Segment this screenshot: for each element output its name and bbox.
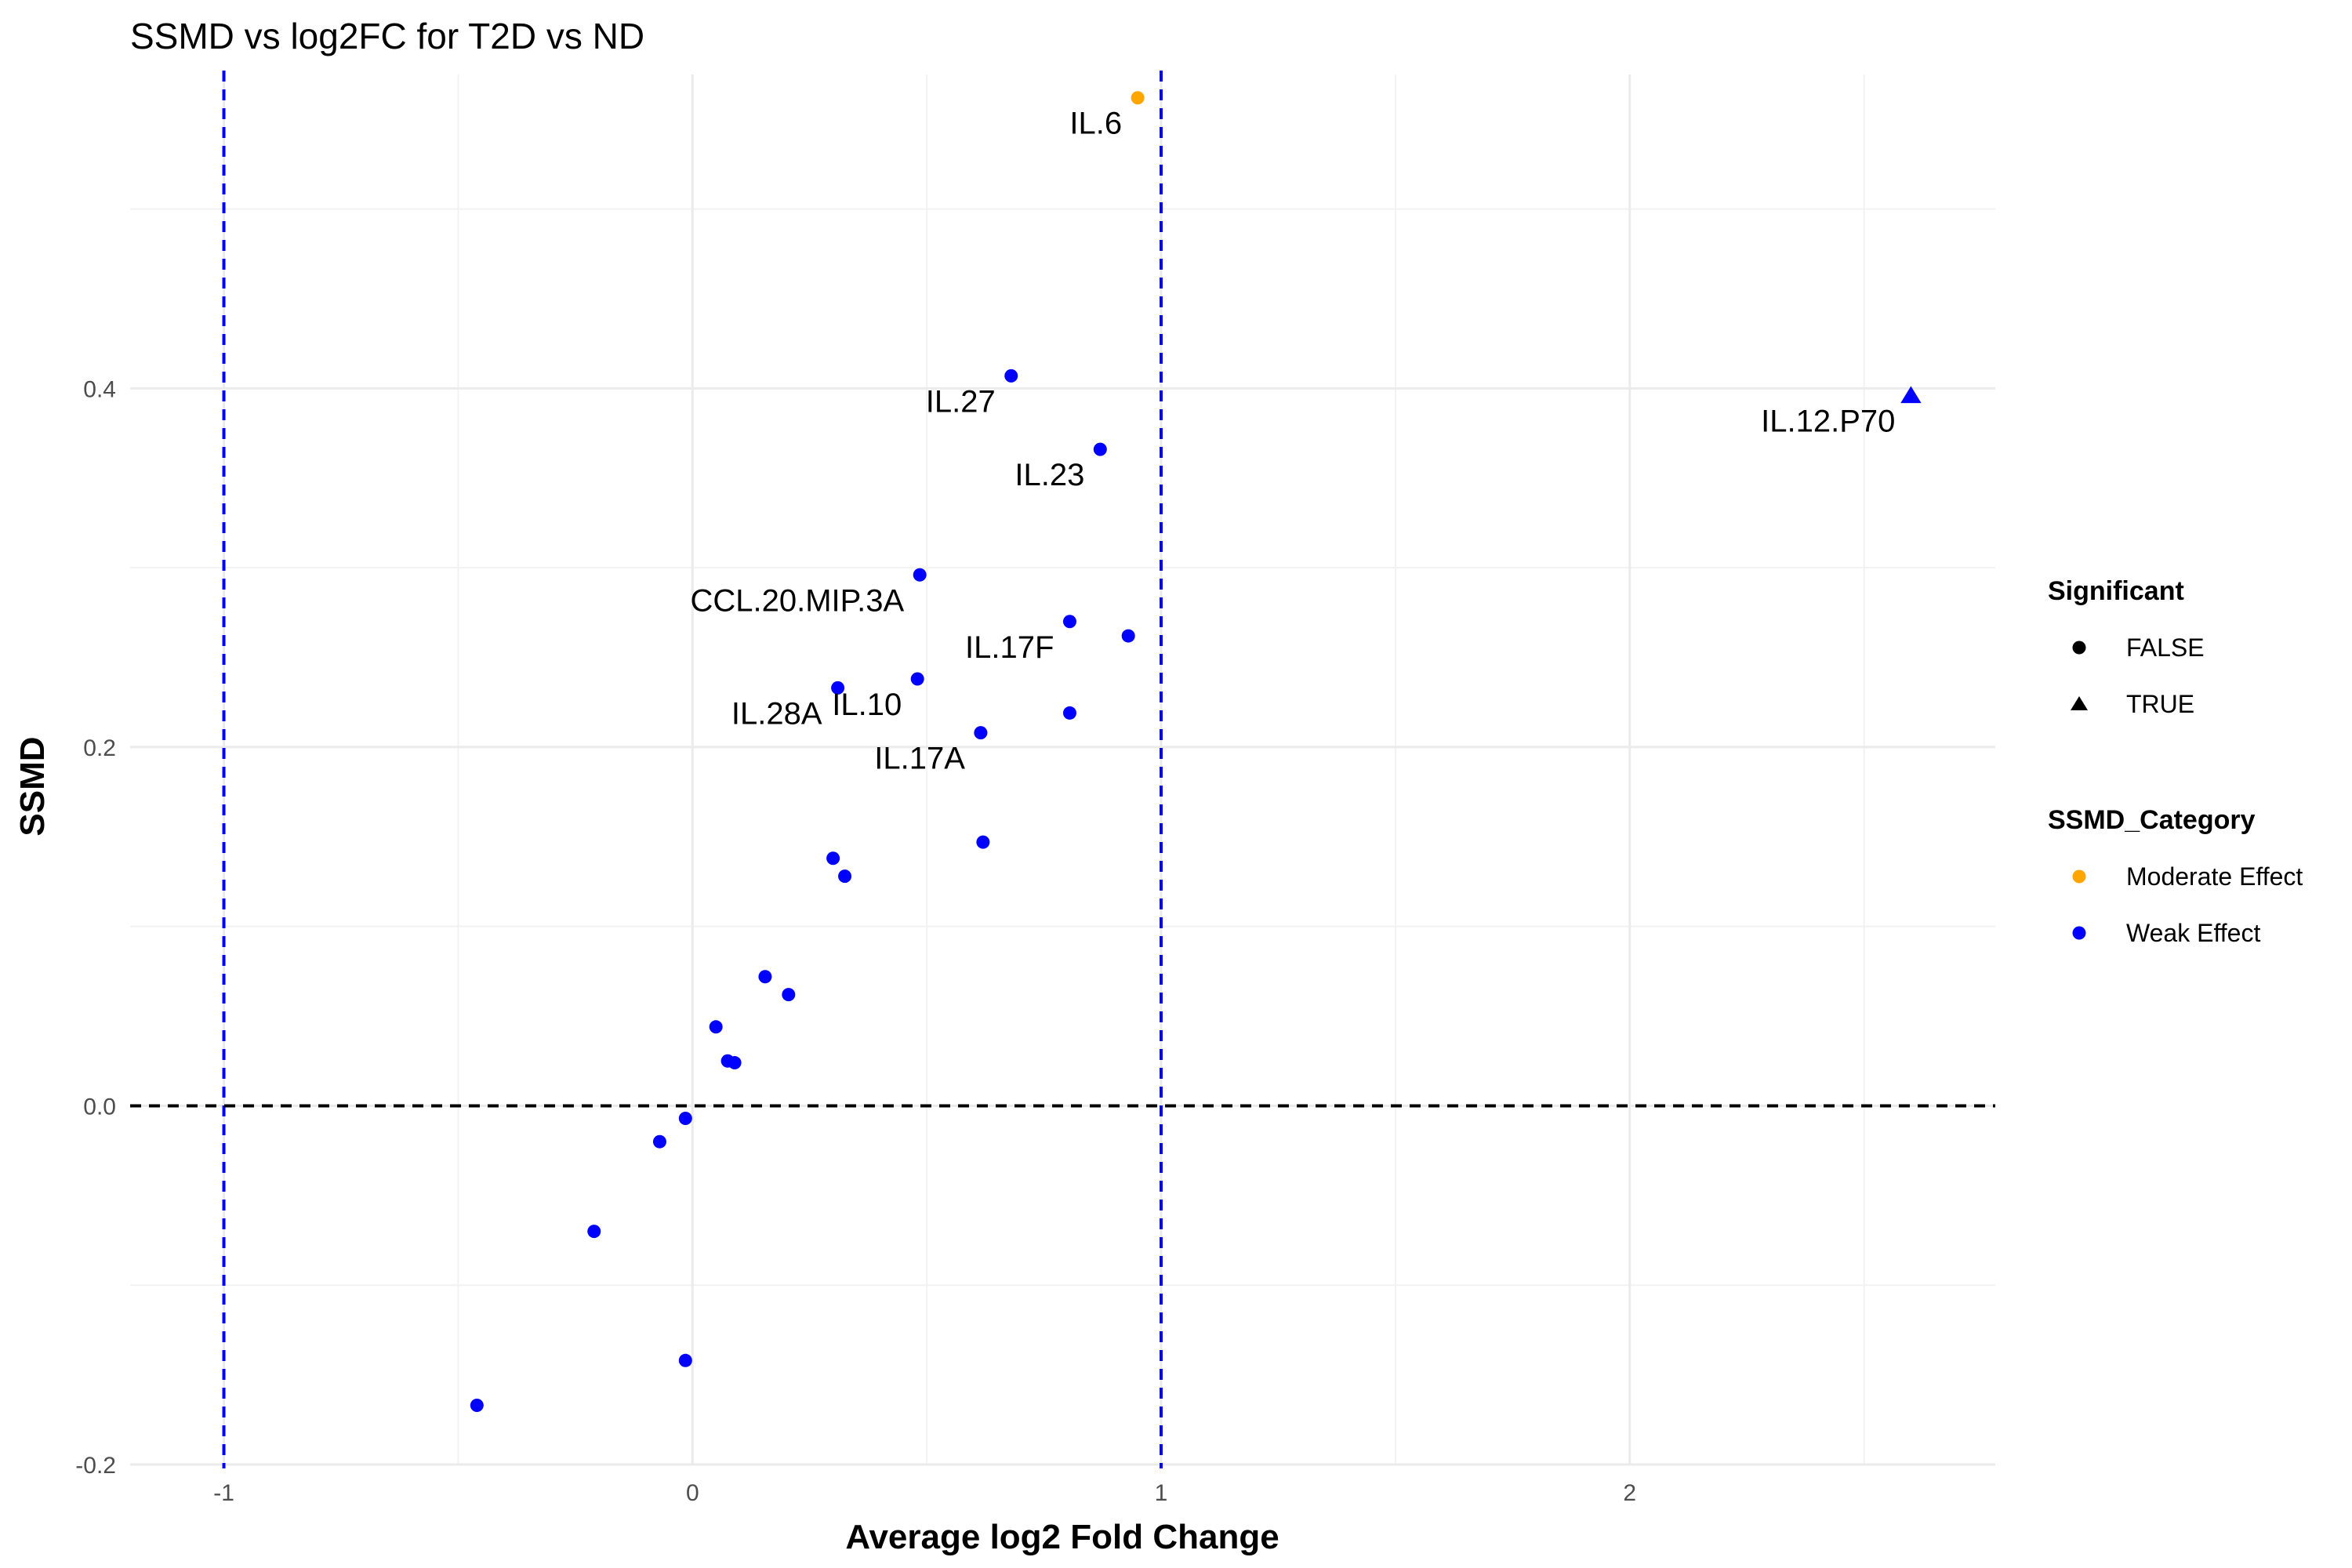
data-point (470, 1399, 484, 1413)
point-label: IL.12.P70 (1761, 405, 1895, 439)
legend-entry-label: Moderate Effect (2126, 862, 2303, 891)
data-point (976, 835, 990, 849)
data-point (913, 568, 927, 582)
data-point (678, 1111, 692, 1125)
y-tick-label: -0.2 (75, 1453, 116, 1479)
legend-title: Significant (2048, 576, 2184, 606)
data-point (758, 970, 772, 984)
x-tick-label: 0 (686, 1480, 699, 1506)
data-point (838, 869, 852, 884)
y-tick-label: 0.2 (83, 735, 116, 761)
data-point (587, 1225, 601, 1239)
legend: Significant FALSE TRUE SSMD_Category Moderat… (2048, 576, 2303, 947)
data-point (652, 1134, 666, 1149)
data-point-triangle (1900, 386, 1922, 404)
data-point (1062, 615, 1076, 629)
data-point (728, 1056, 742, 1070)
data-point (831, 681, 845, 695)
data-point (1121, 629, 1135, 643)
x-axis-title: Average log2 Fold Change (845, 1518, 1279, 1556)
reference-lines (130, 71, 1995, 1468)
point-labels: IL.6 IL.12.P70 IL.27 IL.23 CCL.20.MIP.3A IL.1… (690, 107, 1895, 776)
point-label: IL.27 (926, 384, 996, 419)
point-label: IL.10 (832, 688, 902, 722)
legend-key-circle (2072, 926, 2086, 940)
y-axis-title: SSMD (13, 736, 52, 836)
data-point (1093, 442, 1107, 456)
chart-title: SSMD vs log2FC for T2D vs ND (130, 16, 644, 56)
point-label: IL.17A (874, 742, 965, 776)
x-tick-label: -1 (213, 1480, 234, 1506)
legend-key-circle (2072, 641, 2086, 655)
data-point (910, 672, 924, 686)
data-point (678, 1353, 692, 1367)
data-point (1131, 91, 1145, 105)
data-points (470, 91, 1922, 1413)
data-point (826, 851, 840, 866)
grid (130, 74, 1995, 1466)
y-tick-label: 0.4 (83, 376, 116, 402)
point-label: CCL.20.MIP.3A (690, 583, 904, 618)
legend-entry-label: Weak Effect (2126, 919, 2260, 947)
legend-entry-label: FALSE (2126, 633, 2205, 662)
x-tick-label: 1 (1155, 1480, 1168, 1506)
x-tick-label: 2 (1623, 1480, 1636, 1506)
point-label: IL.23 (1014, 458, 1084, 492)
legend-key-triangle (2071, 696, 2088, 710)
legend-title: SSMD_Category (2048, 805, 2256, 835)
data-point (782, 988, 796, 1002)
point-label: IL.17F (965, 630, 1054, 665)
point-label: IL.28A (731, 696, 822, 731)
y-tick-label: 0.0 (83, 1094, 116, 1120)
data-point (1062, 706, 1076, 720)
legend-entry-label: TRUE (2126, 690, 2194, 718)
point-label: IL.6 (1069, 107, 1122, 141)
legend-key-circle (2072, 869, 2086, 884)
data-point (709, 1020, 723, 1034)
data-point (1004, 368, 1018, 383)
data-point (974, 726, 988, 740)
axis-ticks: -1 0 1 2 -0.2 0.0 0.2 0.4 (75, 376, 1636, 1506)
